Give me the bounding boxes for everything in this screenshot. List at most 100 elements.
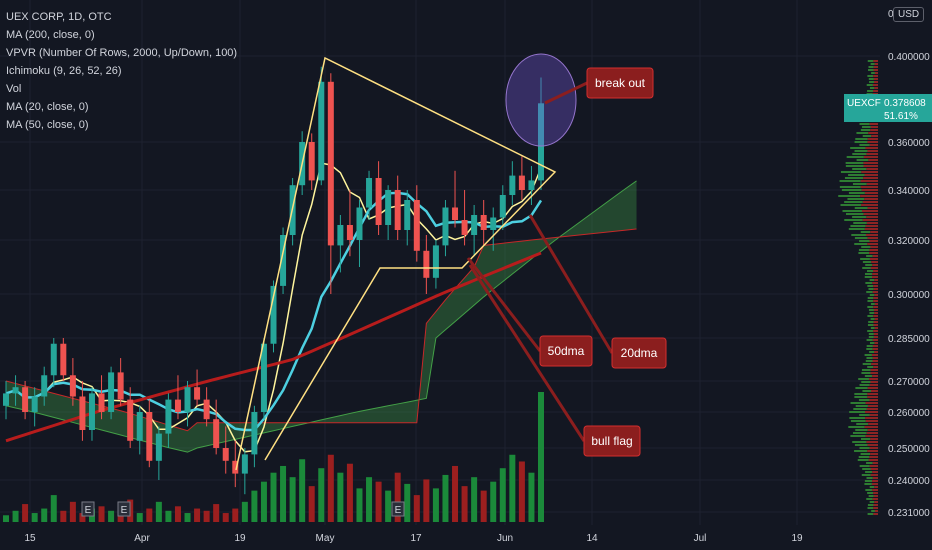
vpvr-row-up: [852, 168, 867, 170]
candle-body[interactable]: [270, 285, 277, 344]
candle-body[interactable]: [280, 235, 287, 286]
candle-body[interactable]: [366, 178, 373, 208]
legend-ma50[interactable]: MA (50, close, 0): [6, 119, 89, 131]
candle-body[interactable]: [184, 387, 191, 412]
candle-body[interactable]: [375, 178, 382, 225]
vpvr-row-up: [867, 300, 874, 302]
legend-vol[interactable]: Vol: [6, 83, 22, 95]
volume-bar: [394, 472, 401, 522]
candle-body[interactable]: [41, 375, 48, 397]
currency-button[interactable]: USD: [893, 7, 925, 22]
candle-body[interactable]: [308, 142, 315, 181]
vpvr-row-down: [872, 264, 878, 266]
volume-bar: [79, 513, 86, 522]
candle-body[interactable]: [174, 399, 181, 412]
candle-body[interactable]: [232, 460, 239, 474]
y-tick-label: 0.285000: [888, 334, 930, 345]
price-tag-pct: 51.61%: [884, 111, 918, 122]
candle-body[interactable]: [490, 217, 497, 231]
candle-body[interactable]: [155, 433, 162, 461]
candle-body[interactable]: [241, 454, 248, 474]
candle-body[interactable]: [394, 190, 401, 230]
candle-body[interactable]: [480, 215, 487, 230]
candle-body[interactable]: [528, 180, 535, 190]
x-axis[interactable]: 15 Apr 19 May 17 Jun 14 Jul 19: [0, 527, 932, 550]
candle-body[interactable]: [50, 343, 57, 376]
candle-body[interactable]: [327, 81, 334, 246]
candle-body[interactable]: [88, 393, 95, 430]
vpvr-row-up: [866, 477, 873, 479]
earnings-marker[interactable]: [391, 501, 405, 517]
vpvr-row-down: [872, 462, 878, 464]
vpvr-row-up: [858, 378, 870, 380]
candle-body[interactable]: [31, 396, 38, 413]
vpvr-row-down: [866, 216, 878, 218]
candle-body[interactable]: [423, 250, 430, 278]
volume-bar: [241, 501, 248, 522]
candle-body[interactable]: [499, 195, 506, 218]
vpvr-row-up: [868, 66, 874, 68]
candle-body[interactable]: [337, 225, 344, 246]
candle-body[interactable]: [461, 220, 468, 235]
candle-body[interactable]: [69, 375, 76, 397]
y-axis[interactable]: 0 0.400000 0.360000 0.340000 0.320000 0.30000…: [844, 0, 932, 530]
candle-body[interactable]: [98, 393, 105, 412]
dma20-callout[interactable]: [611, 337, 667, 369]
vpvr-row-up: [867, 90, 874, 92]
candle-body[interactable]: [385, 190, 392, 225]
candle-body[interactable]: [432, 245, 439, 278]
legend-vpvr[interactable]: VPVR (Number Of Rows, 2000, Up/Down, 100…: [6, 47, 238, 59]
candle-body[interactable]: [12, 387, 19, 394]
candle-body[interactable]: [509, 175, 516, 195]
candle-body[interactable]: [471, 215, 478, 235]
vpvr-row-down: [873, 324, 878, 326]
candle-body[interactable]: [108, 372, 115, 412]
candle-body[interactable]: [538, 103, 544, 181]
candles[interactable]: [3, 66, 544, 495]
x-tick-label: 19: [791, 533, 803, 544]
bullflag-callout[interactable]: [583, 425, 641, 457]
candle-body[interactable]: [60, 343, 67, 376]
candle-body[interactable]: [146, 412, 153, 461]
candle-body[interactable]: [194, 387, 201, 400]
legend-ichimoku[interactable]: Ichimoku (9, 26, 52, 26): [6, 65, 122, 77]
candle-body[interactable]: [356, 207, 363, 241]
candle-body[interactable]: [260, 343, 267, 412]
candle-body[interactable]: [213, 419, 220, 448]
x-tick-label: 19: [234, 533, 246, 544]
vpvr-row-down: [864, 198, 878, 200]
candle-body[interactable]: [203, 399, 210, 420]
dma50-callout[interactable]: [539, 335, 593, 367]
candle-body[interactable]: [136, 412, 143, 441]
legend-symbol[interactable]: UEX CORP, 1D, OTC: [6, 11, 112, 23]
candle-body[interactable]: [346, 225, 353, 240]
legend-ma20[interactable]: MA (20, close, 0): [6, 101, 89, 113]
earnings-marker[interactable]: [81, 501, 95, 517]
price-tag[interactable]: [844, 93, 932, 122]
legend-ma200[interactable]: MA (200, close, 0): [6, 29, 95, 41]
candle-body[interactable]: [127, 399, 134, 441]
vpvr-row-down: [874, 327, 878, 329]
vpvr-row-down: [870, 246, 878, 248]
candle-body[interactable]: [413, 200, 420, 251]
vpvr-row-up: [869, 279, 875, 281]
earnings-marker-label: E: [121, 505, 128, 516]
candle-body[interactable]: [165, 399, 172, 434]
vpvr-row-up: [855, 429, 868, 431]
candle-body[interactable]: [452, 207, 459, 221]
candle-body[interactable]: [222, 448, 229, 461]
vpvr-row-up: [852, 153, 867, 155]
candle-body[interactable]: [442, 207, 449, 246]
candle-body[interactable]: [22, 387, 29, 412]
candle-body[interactable]: [117, 372, 124, 400]
earnings-marker[interactable]: [117, 501, 131, 517]
candle-body[interactable]: [3, 393, 9, 406]
candle-body[interactable]: [318, 81, 325, 181]
breakout-callout[interactable]: [586, 67, 654, 99]
candle-body[interactable]: [518, 175, 525, 190]
vpvr-row-down: [870, 453, 878, 455]
candle-body[interactable]: [251, 412, 258, 455]
candle-body[interactable]: [404, 200, 411, 230]
candle-body[interactable]: [79, 396, 86, 431]
